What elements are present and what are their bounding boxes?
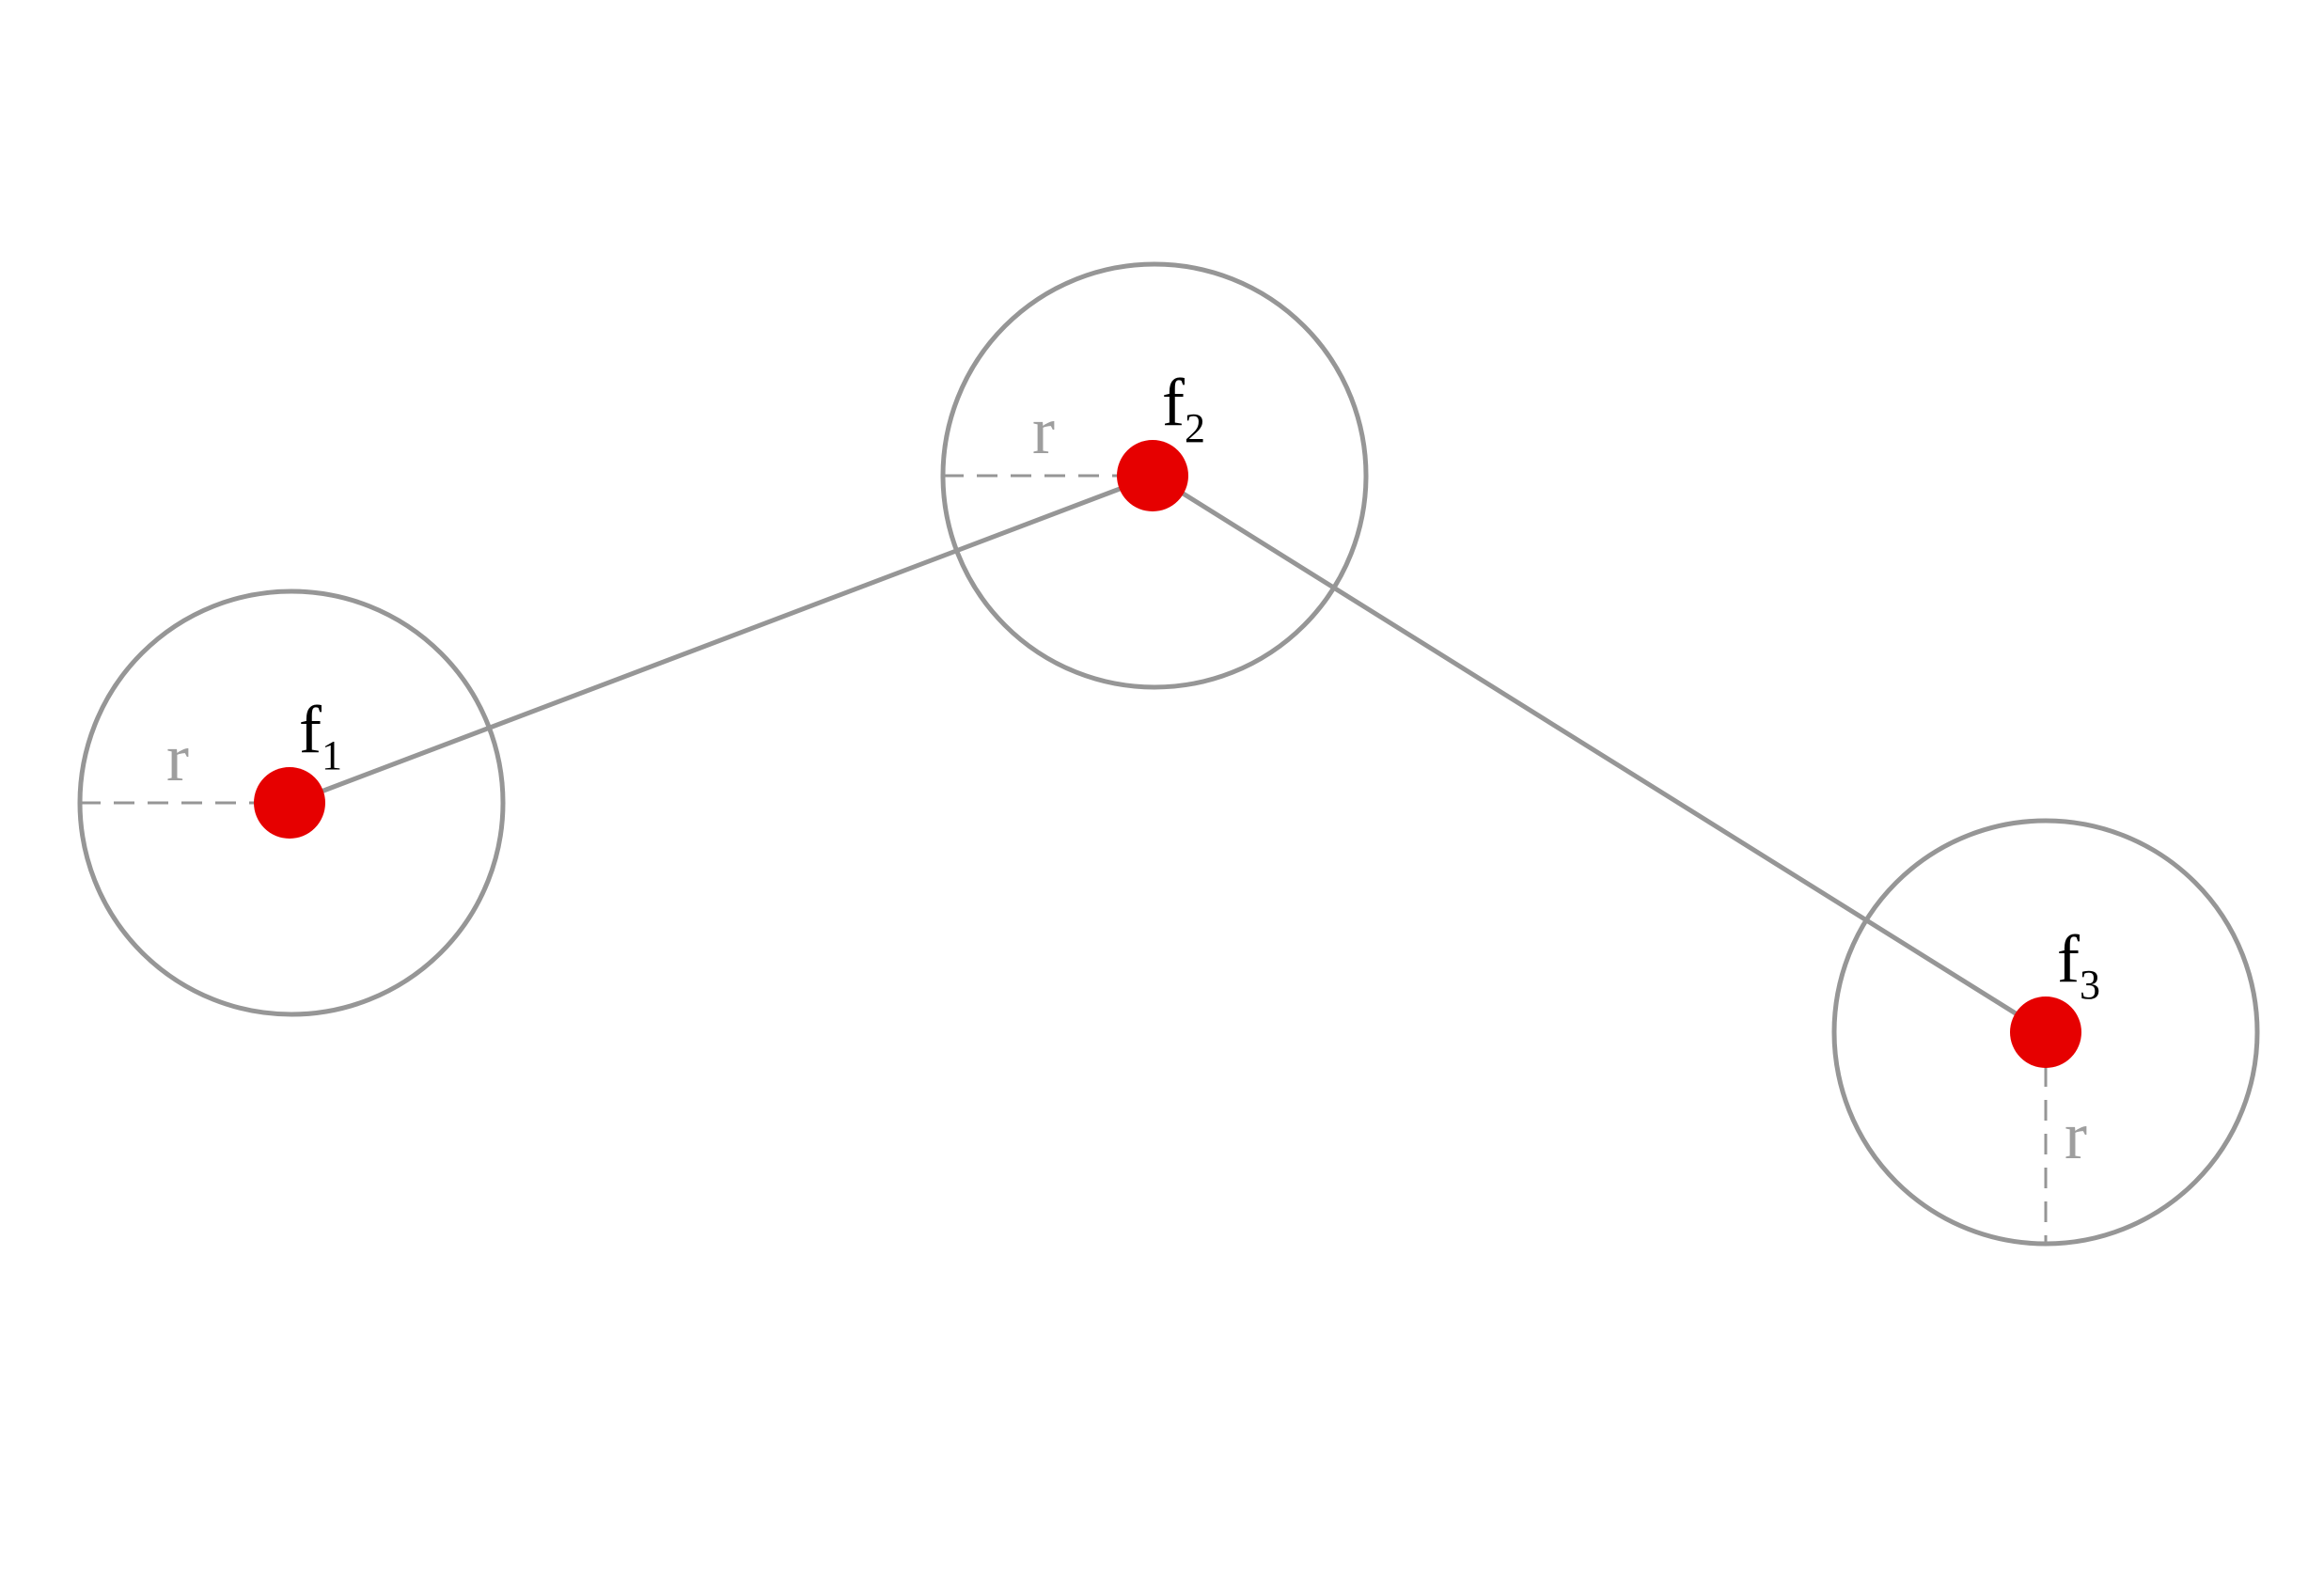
node-f3 xyxy=(2010,997,2081,1068)
link-f2-f3 xyxy=(1153,473,2048,1035)
radius-label-f1: r xyxy=(166,720,189,795)
node-f1 xyxy=(254,767,325,839)
node-subscript-f3: 3 xyxy=(2080,962,2100,1008)
radius-label-f3: r xyxy=(2065,1098,2087,1173)
node-label-f3: f xyxy=(2057,921,2080,997)
node-label-f2: f xyxy=(1162,365,1185,440)
node-f2 xyxy=(1117,440,1188,511)
node-subscript-f1: 1 xyxy=(322,732,342,778)
link-f1-f2 xyxy=(290,473,1155,806)
radius-label-f2: r xyxy=(1032,393,1055,468)
node-subscript-f2: 2 xyxy=(1185,405,1205,451)
node-label-f1: f xyxy=(299,692,322,767)
